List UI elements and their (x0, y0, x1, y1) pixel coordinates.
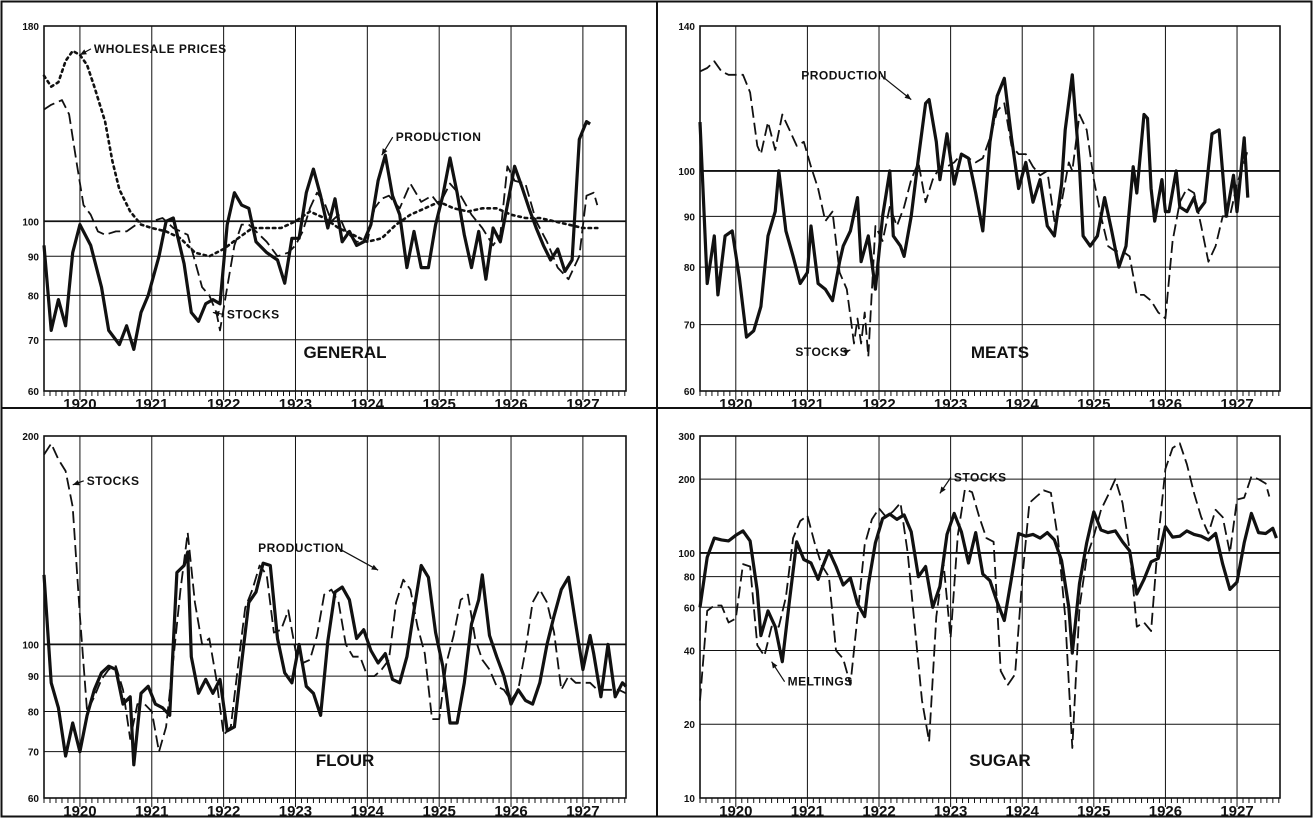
annotation-wholesale-prices: WHOLESALE PRICES (94, 42, 227, 56)
y-tick-label: 100 (22, 640, 39, 651)
x-tick-label: 1923 (279, 396, 312, 413)
x-tick-label: 1925 (1077, 396, 1110, 413)
y-tick-label: 200 (678, 475, 695, 486)
annotation-arrowhead (843, 349, 851, 355)
series-line-stocks (43, 442, 627, 753)
panel-title-meats: MEATS (971, 343, 1029, 362)
y-tick-label: 100 (678, 167, 695, 178)
y-tick-label: 60 (684, 603, 696, 614)
x-tick-label: 1924 (351, 803, 385, 818)
x-tick-label: 1927 (566, 396, 599, 413)
annotation-stocks: STOCKS (87, 474, 140, 488)
annotation-stocks: STOCKS (954, 470, 1007, 484)
y-tick-label: 100 (22, 217, 39, 228)
x-tick-label: 1923 (934, 803, 967, 818)
annotation-arrowhead (212, 310, 220, 317)
x-tick-label: 1925 (422, 803, 455, 818)
series-line-meltings (698, 510, 1278, 664)
x-tick-label: 1926 (494, 396, 527, 413)
y-tick-label: 80 (684, 573, 696, 584)
x-tick-label: 1924 (351, 396, 385, 413)
annotation-arrowhead (79, 49, 87, 55)
plot-frame (43, 435, 627, 799)
y-tick-label: 20 (684, 720, 696, 731)
x-tick-label: 1922 (862, 803, 895, 818)
x-tick-label: 1926 (494, 803, 527, 818)
y-tick-label: 80 (684, 263, 696, 274)
x-tick-label: 1925 (1077, 803, 1110, 818)
annotation-arrowhead (72, 480, 80, 486)
chart-panel-general: 60 70 80 90 100 180 1920 1921 1922 1923 1924 1925 19… (22, 22, 627, 413)
y-tick-label: 70 (28, 336, 40, 347)
y-tick-label: 70 (28, 748, 40, 759)
x-tick-label: 1921 (135, 803, 168, 818)
annotation-production: PRODUCTION (801, 69, 887, 83)
x-tick-label: 1921 (791, 396, 824, 413)
x-tick-label: 1927 (1220, 396, 1253, 413)
x-tick-label: 1925 (422, 396, 455, 413)
y-tick-label: 70 (684, 321, 696, 332)
y-tick-label: 60 (28, 387, 40, 398)
annotation-arrowhead (771, 661, 778, 669)
x-tick-label: 1926 (1149, 396, 1182, 413)
series-line-stocks (699, 60, 1249, 358)
y-tick-label: 300 (678, 432, 695, 443)
y-tick-label: 90 (684, 212, 696, 223)
x-tick-label: 1920 (63, 803, 96, 818)
panel-title-sugar: SUGAR (969, 751, 1030, 770)
y-tick-label: 90 (28, 252, 40, 263)
annotation-production: PRODUCTION (396, 130, 482, 144)
y-tick-label: 10 (684, 794, 696, 805)
x-tick-label: 1924 (1006, 803, 1040, 818)
x-tick-label: 1926 (1149, 803, 1182, 818)
plot-frame (699, 435, 1281, 799)
x-tick-label: 1927 (1220, 803, 1253, 818)
annotation-stocks: STOCKS (227, 307, 280, 321)
panel-title-general: GENERAL (303, 343, 386, 362)
x-tick-label: 1921 (135, 396, 168, 413)
y-tick-label: 80 (28, 708, 40, 719)
x-tick-label: 1922 (862, 396, 895, 413)
x-tick-label: 1922 (207, 396, 240, 413)
annotation-arrowhead (371, 564, 379, 571)
series-line-stocks (699, 442, 1271, 749)
y-tick-label: 60 (28, 794, 40, 805)
x-tick-label: 1921 (791, 803, 824, 818)
x-tick-label: 1920 (719, 803, 752, 818)
y-tick-label: 100 (678, 549, 695, 560)
annotation-arrowhead (939, 486, 946, 494)
series-line-stocks (43, 99, 599, 332)
y-tick-label: 80 (28, 291, 40, 302)
plot-frame (43, 25, 627, 392)
annotation-stocks: STOCKS (795, 345, 848, 359)
panel-title-flour: FLOUR (316, 751, 375, 770)
annotation-arrowhead (381, 148, 388, 156)
x-tick-label: 1923 (934, 396, 967, 413)
chart-panel-flour: 60 70 80 90 100 200 1920 1921 1922 1923 1924 1925 19… (22, 432, 628, 818)
x-tick-label: 1922 (207, 803, 240, 818)
y-tick-label: 140 (678, 22, 695, 33)
series-line-production (698, 73, 1250, 339)
annotation-arrowhead (904, 93, 912, 100)
plot-frame (699, 25, 1281, 392)
series-line-wholesale-prices (42, 49, 599, 258)
chart-panel-meats: 60 70 80 90 100 140 1920 1921 1922 1923 1924 1925 19… (678, 22, 1281, 413)
series-line-production (42, 120, 591, 351)
annotation-leader (337, 547, 379, 571)
series-line-production (42, 550, 628, 767)
annotation-production: PRODUCTION (258, 541, 344, 555)
x-tick-label: 1920 (63, 396, 96, 413)
chart-panel-sugar: 10 20 40 60 80 100 200 300 1920 1921 1922 1923 1924 1… (678, 432, 1281, 818)
y-tick-label: 60 (684, 387, 696, 398)
y-tick-label: 90 (28, 672, 40, 683)
y-tick-label: 40 (684, 646, 696, 657)
annotation-meltings: MELTINGS (788, 675, 853, 689)
y-tick-label: 200 (22, 432, 39, 443)
x-tick-label: 1924 (1006, 396, 1040, 413)
x-tick-label: 1927 (566, 803, 599, 818)
x-tick-label: 1920 (719, 396, 752, 413)
x-tick-label: 1923 (279, 803, 312, 818)
y-tick-label: 180 (22, 22, 39, 33)
